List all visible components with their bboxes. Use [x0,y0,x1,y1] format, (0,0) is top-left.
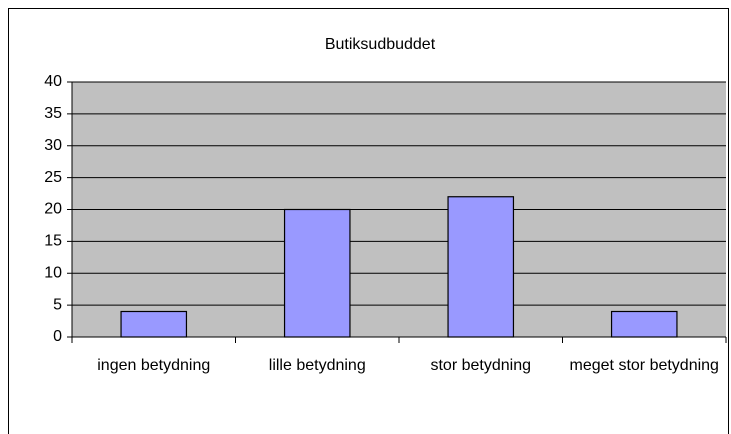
x-tick-label: lille betydning [268,357,366,374]
y-tick-label: 5 [53,296,62,313]
bar [283,208,351,338]
x-tick-label: stor betydning [430,357,531,374]
bar [120,310,188,338]
chart-title: Butiksudbuddet [325,36,436,53]
y-tick-label: 30 [44,137,62,154]
y-tick-label: 20 [44,201,62,218]
bar [610,310,678,338]
y-tick-label: 35 [44,105,62,122]
y-tick-label: 25 [44,169,62,186]
x-tick-label: ingen betydning [97,357,211,374]
x-tick-label: meget stor betydning [569,357,719,374]
y-tick-label: 40 [44,73,62,90]
y-tick-label: 0 [53,328,62,345]
y-tick-label: 15 [44,233,62,250]
bar [447,196,515,338]
y-tick-label: 10 [44,264,62,281]
